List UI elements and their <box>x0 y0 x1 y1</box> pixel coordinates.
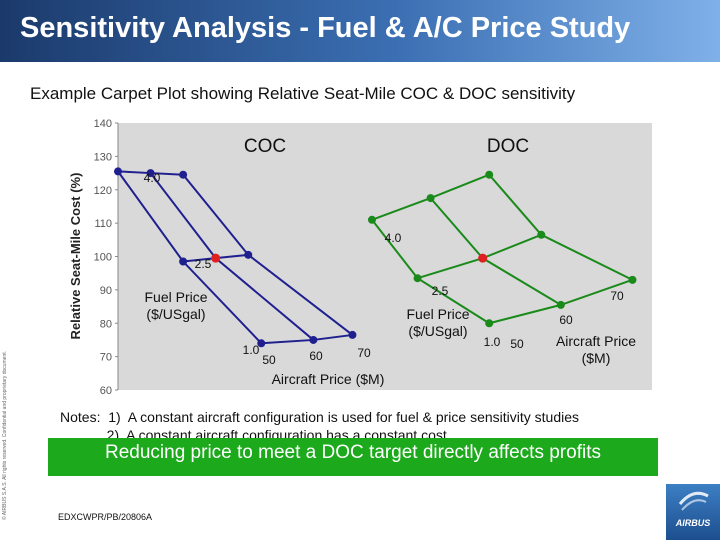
chart-subtitle: Example Carpet Plot showing Relative Sea… <box>30 84 576 103</box>
plot-area <box>118 123 652 390</box>
data-point <box>348 330 357 339</box>
airbus-logo: AIRBUS <box>666 484 720 540</box>
doc-series-label: DOC <box>487 136 529 157</box>
coc-price-tick: 60 <box>309 349 323 363</box>
carpet-plot: 140 130 120 110 100 90 80 70 60 Relative Seat-Mil… <box>68 118 652 397</box>
banner-text: Reducing price to meet a DOC target dire… <box>105 442 601 463</box>
data-point <box>244 250 253 259</box>
doc-fuel-axis-label: Fuel Price <box>406 306 469 322</box>
y-tick-label: 110 <box>94 218 112 230</box>
coc-fuel-axis-label: Fuel Price <box>144 289 207 305</box>
highlight-point <box>478 253 488 263</box>
coc-fuel-tick: 4.0 <box>144 171 161 185</box>
coc-fuel-axis-label: ($/USgal) <box>146 306 205 322</box>
highlight-point <box>211 253 221 263</box>
title-bar: Sensitivity Analysis - Fuel & A/C Price … <box>0 0 720 62</box>
data-point <box>426 194 435 203</box>
y-tick-label: 80 <box>100 318 112 330</box>
data-point <box>485 170 494 179</box>
data-point <box>257 339 266 348</box>
coc-price-tick: 50 <box>262 353 276 367</box>
data-point <box>413 274 422 283</box>
y-tick-label: 140 <box>94 118 112 130</box>
doc-price-tick: 50 <box>510 337 524 351</box>
data-point <box>485 319 494 328</box>
doc-fuel-tick: 2.5 <box>432 284 449 298</box>
data-point <box>309 335 318 344</box>
logo-swirl-icon <box>678 491 709 511</box>
y-tick-label: 90 <box>100 285 112 297</box>
data-point <box>537 230 546 239</box>
y-tick-label: 130 <box>94 151 112 163</box>
y-tick-label: 70 <box>100 352 112 364</box>
y-tick-label: 100 <box>94 252 112 264</box>
coc-series-label: COC <box>244 136 286 157</box>
doc-fuel-tick: 1.0 <box>484 335 501 349</box>
key-message-banner: Reducing price to meet a DOC target dire… <box>48 438 658 476</box>
doc-fuel-tick: 4.0 <box>385 231 402 245</box>
data-point <box>556 300 565 309</box>
data-point <box>367 215 376 224</box>
coc-price-axis-label: Aircraft Price ($M) <box>272 371 385 387</box>
logo-text: AIRBUS <box>675 518 711 528</box>
y-tick-label: 60 <box>100 385 112 397</box>
data-point <box>179 257 188 266</box>
doc-price-tick: 70 <box>610 289 624 303</box>
note-1: Notes: 1) A constant aircraft configurat… <box>60 409 580 425</box>
doc-price-axis-label: Aircraft Price <box>556 333 636 349</box>
data-point <box>146 169 155 178</box>
y-axis-label: Relative Seat-Mile Cost (%) <box>68 173 83 340</box>
coc-fuel-tick: 1.0 <box>243 343 260 357</box>
document-code: EDXCWPR/PB/20806A <box>58 512 153 522</box>
data-point <box>179 170 188 179</box>
y-tick-label: 120 <box>94 185 112 197</box>
data-point <box>628 275 637 284</box>
doc-price-axis-label: ($M) <box>582 350 611 366</box>
coc-price-tick: 70 <box>357 346 371 360</box>
doc-price-tick: 60 <box>559 313 573 327</box>
coc-fuel-tick: 2.5 <box>195 257 212 271</box>
slide-title: Sensitivity Analysis - Fuel & A/C Price … <box>20 12 631 44</box>
data-point <box>114 167 122 176</box>
doc-fuel-axis-label: ($/USgal) <box>408 323 467 339</box>
